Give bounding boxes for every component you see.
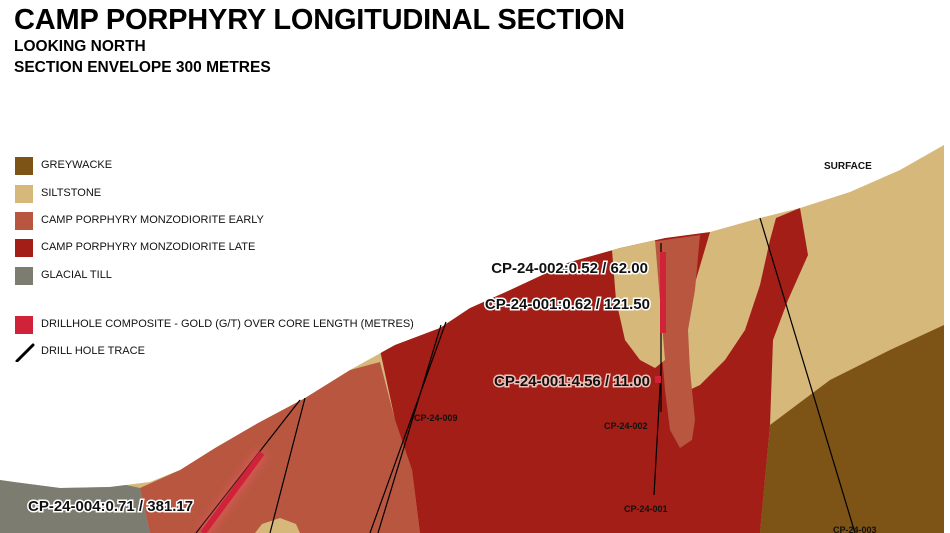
hole-label: CP-24-002: [604, 421, 648, 431]
drill-trace-cp-24-004b: [269, 397, 306, 533]
subtitle-view-direction: LOOKING NORTH: [14, 38, 146, 55]
legend-label: DRILL HOLE TRACE: [41, 345, 145, 357]
hole-label: CP-24-009: [414, 413, 458, 423]
drill-trace-cp-24-003: [759, 217, 856, 533]
unit-greywacke: [760, 325, 944, 533]
composite-label: CP-24-001:4.56 / 11.00: [494, 373, 650, 390]
legend-swatch: [15, 185, 33, 203]
hole-label: CP-24-003: [833, 525, 877, 533]
legend-label: SILTSTONE: [41, 187, 102, 199]
legend-label: CAMP PORPHYRY MONZODIORITE LATE: [41, 241, 256, 253]
drill-trace-cp-24-009b: [377, 324, 442, 533]
unit-siltstone-lens: [255, 518, 300, 533]
drill-trace-icon: [15, 343, 35, 362]
composite-cp-24-004: [200, 451, 265, 533]
drill-trace-cp-24-009: [369, 321, 447, 533]
composite-label: CP-24-001:0.62 / 121.50: [485, 296, 650, 313]
legend-swatch: [15, 212, 33, 230]
composite-label: CP-24-004:0.71 / 381.17: [28, 498, 193, 515]
drill-trace-cp-24-001: [653, 369, 662, 496]
subtitle-section-envelope: SECTION ENVELOPE 300 METRES: [14, 59, 271, 76]
hole-label: CP-24-001: [624, 504, 668, 514]
legend-swatch: [15, 316, 33, 334]
legend-label: GREYWACKE: [41, 159, 113, 171]
legend-label: CAMP PORPHYRY MONZODIORITE EARLY: [41, 214, 264, 226]
legend-swatch: [15, 267, 33, 285]
composite-label: CP-24-002:0.52 / 62.00: [491, 260, 648, 277]
page-title: CAMP PORPHYRY LONGITUDINAL SECTION: [14, 4, 625, 36]
surface-label: SURFACE: [824, 161, 872, 172]
unit-monzodiorite-early: [140, 362, 420, 533]
legend-swatch: [15, 239, 33, 257]
legend-label: DRILLHOLE COMPOSITE - GOLD (G/T) OVER CO…: [41, 318, 414, 330]
legend-swatch: [15, 157, 33, 175]
unit-monzodiorite-late: [380, 208, 808, 533]
legend-label: GLACIAL TILL: [41, 269, 112, 281]
unit-siltstone-wedge: [612, 240, 665, 368]
